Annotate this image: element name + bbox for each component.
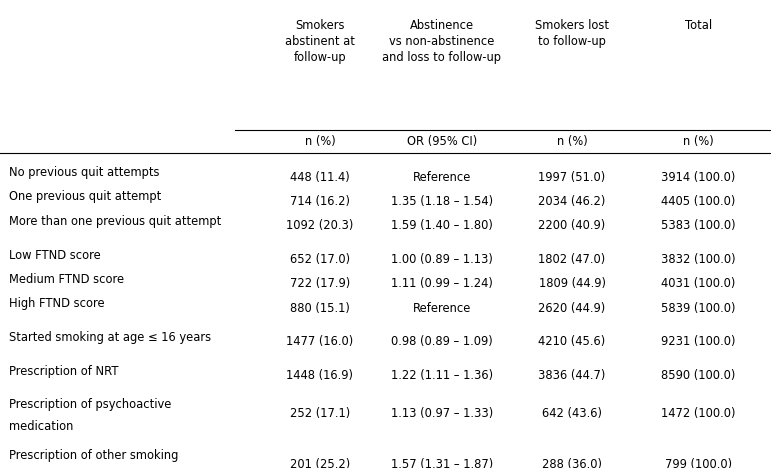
Text: n (%): n (%): [683, 135, 714, 148]
Text: Abstinence
vs non-abstinence
and loss to follow-up: Abstinence vs non-abstinence and loss to…: [382, 19, 501, 64]
Text: 1.00 (0.89 – 1.13): 1.00 (0.89 – 1.13): [391, 253, 493, 266]
Text: 2200 (40.9): 2200 (40.9): [538, 219, 606, 232]
Text: Reference: Reference: [412, 301, 471, 314]
Text: 448 (11.4): 448 (11.4): [290, 170, 350, 183]
Text: Started smoking at age ≤ 16 years: Started smoking at age ≤ 16 years: [9, 331, 211, 344]
Text: One previous quit attempt: One previous quit attempt: [9, 190, 161, 204]
Text: OR (95% CI): OR (95% CI): [406, 135, 477, 148]
Text: 1.57 (1.31 – 1.87): 1.57 (1.31 – 1.87): [391, 458, 493, 468]
Text: 2034 (46.2): 2034 (46.2): [538, 195, 606, 208]
Text: 1472 (100.0): 1472 (100.0): [662, 407, 736, 420]
Text: Prescription of psychoactive: Prescription of psychoactive: [9, 398, 172, 411]
Text: 0.98 (0.89 – 1.09): 0.98 (0.89 – 1.09): [391, 335, 493, 348]
Text: 288 (36.0): 288 (36.0): [542, 458, 602, 468]
Text: 714 (16.2): 714 (16.2): [290, 195, 350, 208]
Text: 4405 (100.0): 4405 (100.0): [662, 195, 736, 208]
Text: medication: medication: [9, 420, 73, 433]
Text: 3832 (100.0): 3832 (100.0): [662, 253, 736, 266]
Text: Low FTND score: Low FTND score: [9, 249, 101, 262]
Text: No previous quit attempts: No previous quit attempts: [9, 166, 160, 179]
Text: n (%): n (%): [557, 135, 588, 148]
Text: 799 (100.0): 799 (100.0): [665, 458, 732, 468]
Text: More than one previous quit attempt: More than one previous quit attempt: [9, 215, 221, 228]
Text: 1.22 (1.11 – 1.36): 1.22 (1.11 – 1.36): [391, 369, 493, 382]
Text: 1802 (47.0): 1802 (47.0): [538, 253, 606, 266]
Text: 642 (43.6): 642 (43.6): [542, 407, 602, 420]
Text: 1.11 (0.99 – 1.24): 1.11 (0.99 – 1.24): [391, 277, 493, 290]
Text: High FTND score: High FTND score: [9, 297, 105, 310]
Text: n (%): n (%): [305, 135, 335, 148]
Text: Prescription of other smoking: Prescription of other smoking: [9, 449, 179, 462]
Text: 1.59 (1.40 – 1.80): 1.59 (1.40 – 1.80): [391, 219, 493, 232]
Text: Smokers lost
to follow-up: Smokers lost to follow-up: [535, 19, 609, 48]
Text: 652 (17.0): 652 (17.0): [290, 253, 350, 266]
Text: 8590 (100.0): 8590 (100.0): [662, 369, 736, 382]
Text: 252 (17.1): 252 (17.1): [290, 407, 350, 420]
Text: 1.35 (1.18 – 1.54): 1.35 (1.18 – 1.54): [391, 195, 493, 208]
Text: 9231 (100.0): 9231 (100.0): [662, 335, 736, 348]
Text: 1997 (51.0): 1997 (51.0): [538, 170, 606, 183]
Text: 5839 (100.0): 5839 (100.0): [662, 301, 736, 314]
Text: 1.13 (0.97 – 1.33): 1.13 (0.97 – 1.33): [391, 407, 493, 420]
Text: Prescription of NRT: Prescription of NRT: [9, 365, 119, 378]
Text: 880 (15.1): 880 (15.1): [290, 301, 350, 314]
Text: 4210 (45.6): 4210 (45.6): [538, 335, 606, 348]
Text: 5383 (100.0): 5383 (100.0): [662, 219, 736, 232]
Text: 1092 (20.3): 1092 (20.3): [286, 219, 354, 232]
Text: Medium FTND score: Medium FTND score: [9, 273, 124, 286]
Text: 722 (17.9): 722 (17.9): [290, 277, 350, 290]
Text: 3836 (44.7): 3836 (44.7): [538, 369, 606, 382]
Text: 3914 (100.0): 3914 (100.0): [662, 170, 736, 183]
Text: Reference: Reference: [412, 170, 471, 183]
Text: Total: Total: [685, 19, 712, 32]
Text: 201 (25.2): 201 (25.2): [290, 458, 350, 468]
Text: 1477 (16.0): 1477 (16.0): [286, 335, 354, 348]
Text: 1448 (16.9): 1448 (16.9): [287, 369, 353, 382]
Text: 1809 (44.9): 1809 (44.9): [539, 277, 605, 290]
Text: 2620 (44.9): 2620 (44.9): [538, 301, 606, 314]
Text: 4031 (100.0): 4031 (100.0): [662, 277, 736, 290]
Text: Smokers
abstinent at
follow-up: Smokers abstinent at follow-up: [285, 19, 355, 64]
